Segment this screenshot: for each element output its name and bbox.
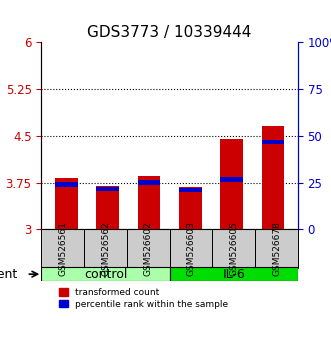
Bar xyxy=(55,182,77,187)
Text: GSM526605: GSM526605 xyxy=(229,222,238,276)
Text: agent: agent xyxy=(0,268,18,281)
Bar xyxy=(262,126,284,229)
FancyBboxPatch shape xyxy=(41,267,170,281)
Bar xyxy=(262,140,284,144)
Bar xyxy=(55,178,77,229)
Bar xyxy=(96,187,119,191)
Title: GDS3773 / 10339444: GDS3773 / 10339444 xyxy=(87,25,252,40)
Legend: transformed count, percentile rank within the sample: transformed count, percentile rank withi… xyxy=(59,288,228,309)
Text: IL-6: IL-6 xyxy=(222,268,245,281)
Text: GSM526561: GSM526561 xyxy=(58,222,67,276)
FancyBboxPatch shape xyxy=(170,229,213,268)
Bar xyxy=(179,187,202,229)
Text: GSM526603: GSM526603 xyxy=(186,222,196,276)
Text: GSM526562: GSM526562 xyxy=(101,222,110,276)
FancyBboxPatch shape xyxy=(41,229,84,268)
FancyBboxPatch shape xyxy=(170,267,298,281)
Bar xyxy=(220,139,243,229)
FancyBboxPatch shape xyxy=(84,229,127,268)
Bar xyxy=(138,180,160,185)
FancyBboxPatch shape xyxy=(213,229,255,268)
FancyBboxPatch shape xyxy=(255,229,298,268)
Text: GSM526678: GSM526678 xyxy=(272,222,281,276)
Text: control: control xyxy=(84,268,127,281)
FancyBboxPatch shape xyxy=(127,229,170,268)
Bar xyxy=(96,185,119,229)
Bar xyxy=(179,188,202,192)
Bar xyxy=(220,177,243,182)
Text: GSM526602: GSM526602 xyxy=(144,222,153,276)
Bar xyxy=(138,176,160,229)
